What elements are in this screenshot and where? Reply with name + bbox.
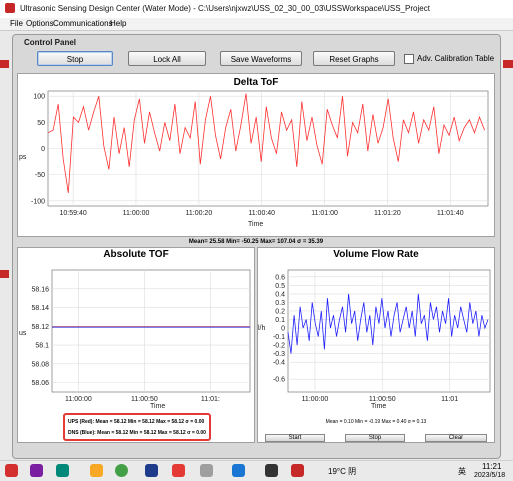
delta-tof-y-tick-label: 0 bbox=[41, 146, 45, 153]
volume-flow-title: Volume Flow Rate bbox=[333, 249, 419, 260]
volume-flow-y-tick-label: 0.1 bbox=[275, 317, 285, 324]
menu-options[interactable]: Options bbox=[26, 19, 54, 28]
absolute-tof-chart: 58.16 58.14 58.12 58.1 58.08 58.06 11:00:00 11:… bbox=[31, 269, 251, 403]
delta-tof-x-tick-label: 11:01:40 bbox=[437, 210, 464, 217]
word-icon[interactable] bbox=[232, 464, 245, 477]
volume-flow-x-tick-label: 11:00:00 bbox=[302, 396, 329, 403]
menu-communications[interactable]: Communications bbox=[53, 19, 113, 28]
lock-all-button[interactable]: Lock All bbox=[128, 51, 206, 66]
flow-start-button[interactable]: Start bbox=[265, 434, 325, 442]
a-app-icon[interactable] bbox=[145, 464, 158, 477]
absolute-tof-y-tick-label: 58.16 bbox=[31, 286, 49, 293]
app-icon-purple[interactable] bbox=[30, 464, 43, 477]
highlight-box bbox=[63, 413, 211, 441]
adv-calibration-label: Adv. Calibration Table bbox=[417, 54, 495, 63]
volume-flow-y-tick-label: 0.4 bbox=[275, 291, 285, 298]
absolute-tof-y-tick-label: 58.12 bbox=[31, 324, 49, 331]
clock-time[interactable]: 11:21 bbox=[482, 462, 502, 471]
delta-tof-y-tick-label: 100 bbox=[33, 94, 45, 101]
yd-icon[interactable] bbox=[172, 464, 185, 477]
stop-button[interactable]: Stop bbox=[37, 51, 113, 66]
delta-tof-x-tick-label: 11:00:00 bbox=[123, 210, 150, 217]
volume-flow-series-line-0 bbox=[287, 293, 489, 354]
absolute-tof-y-tick-label: 58.08 bbox=[31, 361, 49, 368]
reset-graphs-button[interactable]: Reset Graphs bbox=[313, 51, 395, 66]
delta-tof-y-tick-label: -100 bbox=[31, 198, 45, 205]
delta-tof-y-tick-label: 50 bbox=[37, 120, 45, 127]
window-title: Ultrasonic Sensing Design Center (Water … bbox=[20, 4, 430, 13]
volume-flow-y-tick-label: -0.1 bbox=[273, 334, 285, 341]
delta-tof-ylabel: ps bbox=[19, 154, 27, 161]
adv-calibration-checkbox[interactable] bbox=[404, 54, 414, 64]
volume-flow-y-tick-label: 0 bbox=[281, 326, 285, 333]
background-window-edge bbox=[503, 60, 513, 68]
menu-bar bbox=[0, 18, 513, 31]
uss-app-icon[interactable] bbox=[291, 464, 304, 477]
background-window-edge bbox=[0, 270, 9, 278]
save-waveforms-button[interactable]: Save Waveforms bbox=[220, 51, 302, 66]
absolute-tof-xlabel: Time bbox=[150, 403, 166, 410]
app-icon-dark[interactable] bbox=[265, 464, 278, 477]
absolute-tof-ylabel: us bbox=[19, 330, 27, 337]
volume-flow-y-tick-label: -0.2 bbox=[273, 343, 285, 350]
calculator-icon[interactable] bbox=[200, 464, 213, 477]
flow-clear-button[interactable]: Clear bbox=[425, 434, 487, 442]
delta-tof-series-line-0 bbox=[47, 93, 485, 193]
chrome-icon[interactable] bbox=[115, 464, 128, 477]
delta-tof-x-tick-label: 11:00:20 bbox=[185, 210, 212, 217]
delta-tof-xlabel: Time bbox=[248, 221, 264, 228]
volume-flow-y-tick-label: 0.5 bbox=[275, 283, 285, 290]
absolute-tof-x-tick-label: 11:00:00 bbox=[65, 396, 92, 403]
delta-tof-y-tick-label: -50 bbox=[35, 172, 45, 179]
app-icon bbox=[5, 3, 15, 13]
volume-flow-plot-area bbox=[287, 269, 491, 393]
volume-flow-stats: Mean = 0.10 Min = -0.19 Max = 0.40 σ = 0… bbox=[325, 419, 427, 425]
folder-icon[interactable] bbox=[90, 464, 103, 477]
delta-tof-title: Delta ToF bbox=[233, 77, 279, 88]
dns-stats: DNS (Blue): Mean = 58.12 Min = 58.12 Max… bbox=[68, 430, 206, 436]
volume-flow-y-tick-label: -0.3 bbox=[273, 351, 285, 358]
taskbar bbox=[0, 460, 513, 481]
menu-file[interactable]: File bbox=[10, 19, 23, 28]
volume-flow-xlabel: Time bbox=[371, 403, 387, 410]
absolute-tof-y-tick-label: 58.06 bbox=[31, 380, 49, 387]
delta-tof-stats: Mean= 25.58 Min= -50.25 Max= 107.04 σ = … bbox=[188, 239, 324, 245]
app-icon-teal[interactable] bbox=[56, 464, 69, 477]
control-panel-title: Control Panel bbox=[24, 38, 77, 47]
wps-icon[interactable] bbox=[5, 464, 18, 477]
absolute-tof-plot-area bbox=[51, 269, 251, 393]
absolute-tof-x-tick-label: 11:00:50 bbox=[131, 396, 158, 403]
ime-indicator[interactable]: 英 bbox=[458, 467, 466, 476]
delta-tof-x-tick-label: 10:59:40 bbox=[60, 210, 87, 217]
absolute-tof-y-tick-label: 58.14 bbox=[31, 305, 49, 312]
delta-tof-x-tick-label: 11:00:40 bbox=[248, 210, 275, 217]
volume-flow-y-tick-label: -0.6 bbox=[273, 377, 285, 384]
absolute-tof-y-tick-label: 58.1 bbox=[35, 343, 49, 350]
volume-flow-y-tick-label: 0.3 bbox=[275, 300, 285, 307]
delta-tof-x-tick-label: 11:01:00 bbox=[311, 210, 338, 217]
volume-flow-chart: 0.6 0.50.4 0.30.2 0.1 0-0.1 -0.2-0.3 -0.4 -0.6 1… bbox=[273, 269, 491, 403]
delta-tof-chart: 100 50 0 -50 -100 10:59:40 11:00:00 11:00:20 11:… bbox=[31, 90, 489, 217]
volume-flow-y-tick-label: -0.4 bbox=[273, 360, 285, 367]
volume-flow-y-tick-label: 0.6 bbox=[275, 274, 285, 281]
delta-tof-x-tick-label: 11:01:20 bbox=[374, 210, 401, 217]
flow-stop-button[interactable]: Stop bbox=[345, 434, 405, 442]
volume-flow-x-tick-label: 11:01 bbox=[441, 396, 458, 403]
volume-flow-ylabel: l/h bbox=[258, 325, 266, 332]
background-window-edge bbox=[0, 60, 9, 68]
menu-help[interactable]: Help bbox=[110, 19, 127, 28]
absolute-tof-x-tick-label: 11:01: bbox=[201, 396, 220, 403]
absolute-tof-title: Absolute TOF bbox=[103, 249, 169, 260]
volume-flow-y-tick-label: 0.2 bbox=[275, 308, 285, 315]
weather[interactable]: 19°C 阴 bbox=[328, 467, 357, 476]
volume-flow-x-tick-label: 11:00:50 bbox=[369, 396, 396, 403]
ups-stats: UPS (Red): Mean = 58.12 Min = 58.12 Max … bbox=[68, 419, 205, 425]
clock-date[interactable]: 2023/5/18 bbox=[474, 472, 506, 479]
